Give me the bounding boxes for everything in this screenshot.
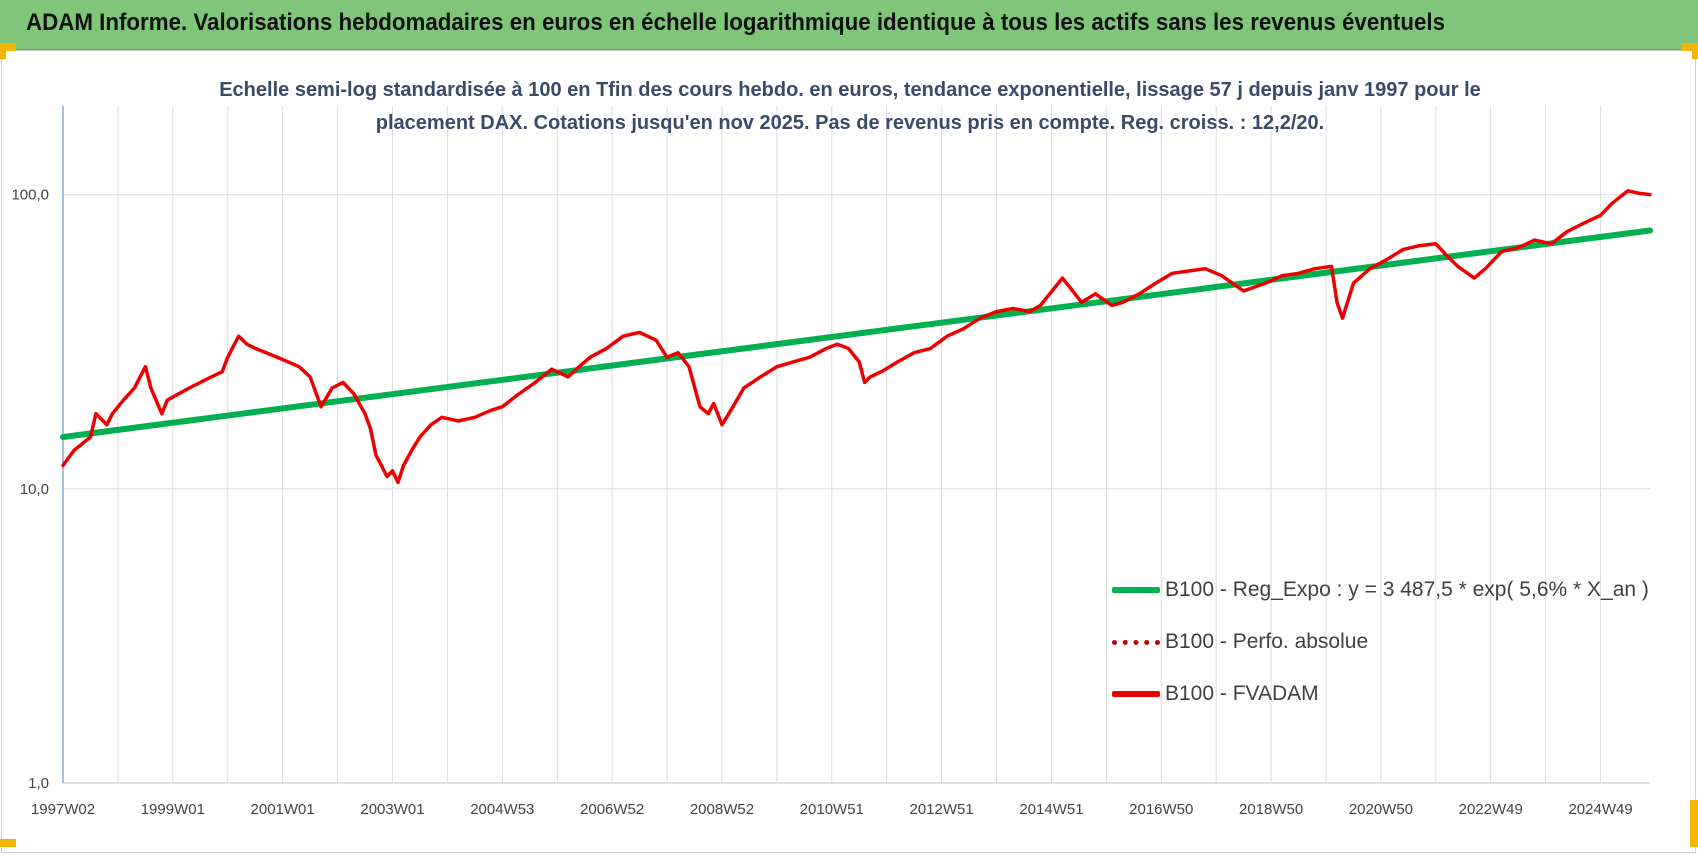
legend-item-fvadam[interactable]: B100 - FVADAM bbox=[1112, 668, 1672, 720]
x-tick-label: 2008W52 bbox=[690, 801, 754, 818]
legend-swatch-red bbox=[1112, 691, 1160, 697]
resize-handle-right-mid[interactable] bbox=[1690, 800, 1698, 847]
x-tick-label: 2004W53 bbox=[470, 801, 534, 818]
legend-label-fvadam: B100 - FVADAM bbox=[1165, 682, 1319, 705]
resize-handle-top-right[interactable] bbox=[1682, 43, 1698, 51]
legend-item-reg-expo[interactable]: B100 - Reg_Expo : y = 3 487,5 * exp( 5,6… bbox=[1112, 564, 1672, 616]
series-line-fvadam bbox=[61, 189, 1652, 485]
x-tick-label: 1999W01 bbox=[141, 801, 205, 818]
y-tick-label: 1,0 bbox=[28, 775, 49, 792]
x-tick-label: 2012W51 bbox=[910, 801, 974, 818]
legend-label-reg-expo: B100 - Reg_Expo : y = 3 487,5 * exp( 5,6… bbox=[1165, 578, 1649, 601]
resize-handle-top-left[interactable] bbox=[0, 43, 16, 51]
resize-handle-top-right-side[interactable] bbox=[1692, 43, 1698, 59]
x-tick-label: 2010W51 bbox=[800, 801, 864, 818]
chart-frame bbox=[1, 50, 1696, 853]
x-tick-label: 2016W50 bbox=[1129, 801, 1193, 818]
x-tick-label: 2020W50 bbox=[1349, 801, 1413, 818]
chart-title-line-2: placement DAX. Cotations jusqu'en nov 20… bbox=[375, 112, 1325, 134]
series-line-reg-expo bbox=[60, 227, 1653, 440]
y-tick-label: 100,0 bbox=[11, 187, 49, 204]
legend-swatch-green bbox=[1112, 587, 1160, 593]
legend-label-perfo-absolue: B100 - Perfo. absolue bbox=[1165, 630, 1369, 653]
x-tick-label: 2024W49 bbox=[1568, 801, 1632, 818]
page-title: ADAM Informe. Valorisations hebdomadaire… bbox=[26, 9, 1445, 36]
x-tick-label: 2006W52 bbox=[580, 801, 644, 818]
x-tick-label: 2001W01 bbox=[251, 801, 315, 818]
chart-legend: B100 - Reg_Expo : y = 3 487,5 * exp( 5,6… bbox=[1112, 564, 1672, 720]
x-tick-label: 2014W51 bbox=[1019, 801, 1083, 818]
legend-item-perfo-absolue[interactable]: B100 - Perfo. absolue bbox=[1112, 616, 1672, 668]
y-tick-label: 10,0 bbox=[20, 481, 49, 498]
axes bbox=[62, 106, 1650, 784]
legend-swatch-dotted-red bbox=[1112, 639, 1160, 645]
x-tick-label: 2003W01 bbox=[360, 801, 424, 818]
series-lines bbox=[60, 189, 1653, 485]
tick-labels: 1,0 10,0 100,0 1997W02 1999W01 2001W01 2003W01… bbox=[11, 187, 1632, 818]
chart-title: Echelle semi-log standardisée à 100 en T… bbox=[200, 74, 1500, 140]
resize-handle-bottom-left[interactable] bbox=[0, 839, 16, 847]
header-banner: ADAM Informe. Valorisations hebdomadaire… bbox=[0, 0, 1698, 50]
x-tick-label: 1997W02 bbox=[31, 801, 95, 818]
resize-handle-top-left-side[interactable] bbox=[0, 43, 6, 59]
chart-title-line-1: Echelle semi-log standardisée à 100 en T… bbox=[219, 79, 1481, 101]
x-tick-label: 2018W50 bbox=[1239, 801, 1303, 818]
x-tick-label: 2022W49 bbox=[1459, 801, 1523, 818]
